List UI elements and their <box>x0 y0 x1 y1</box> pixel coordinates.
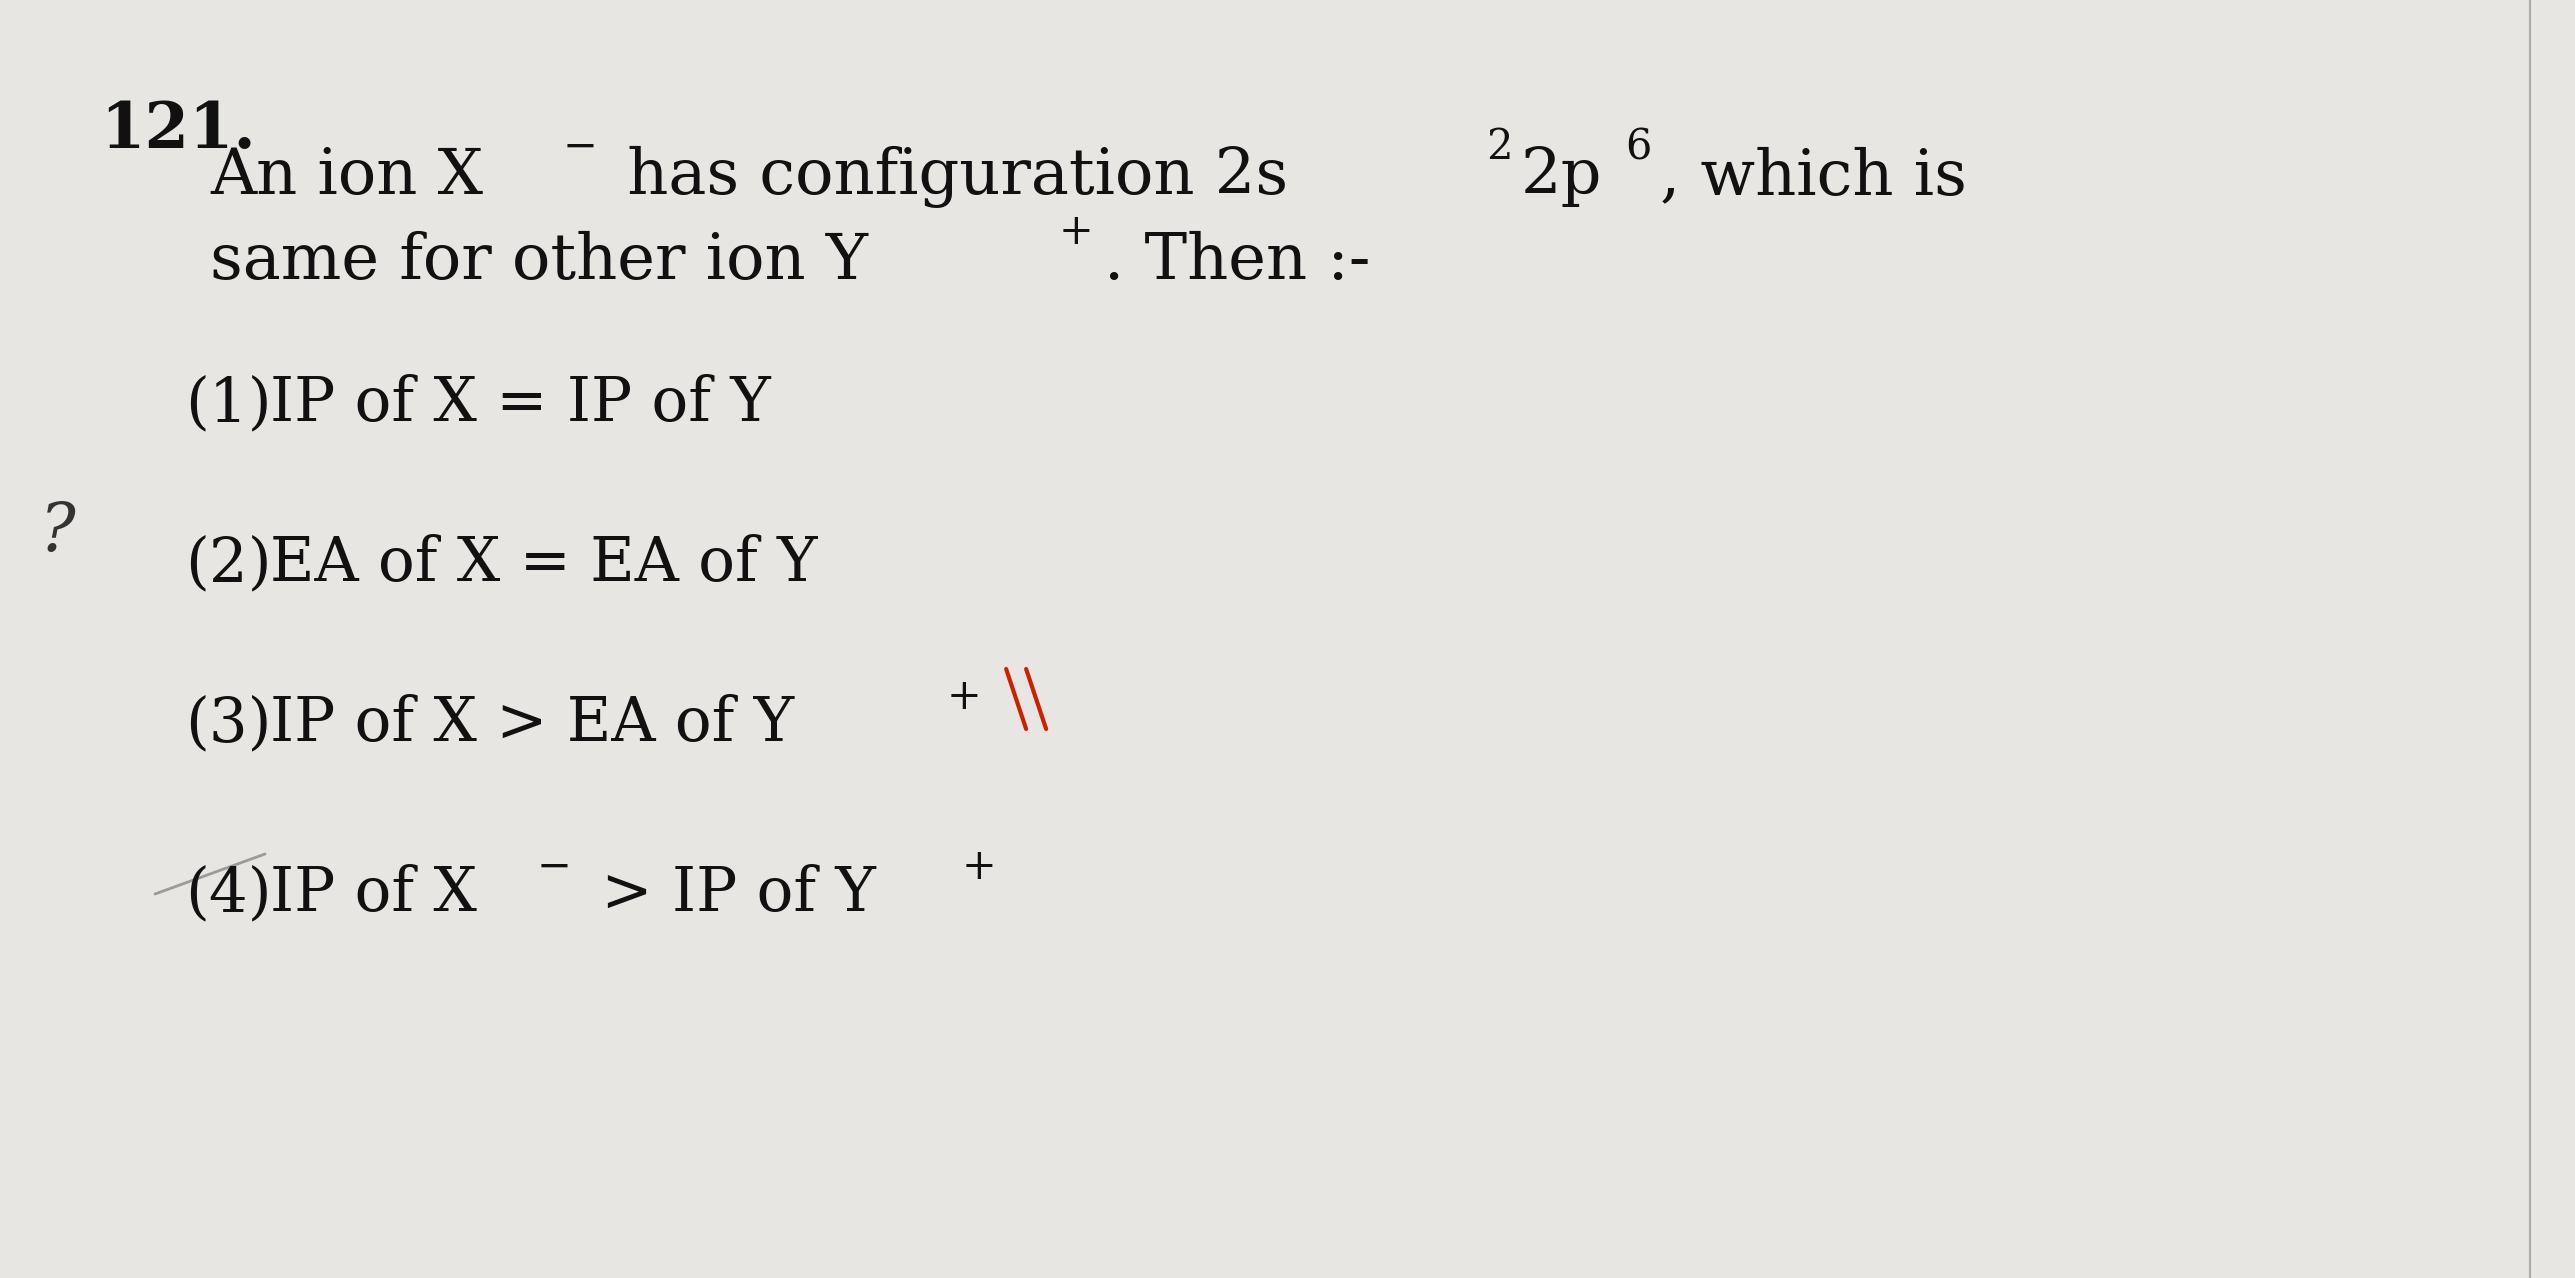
Text: IP of X = IP of Y: IP of X = IP of Y <box>270 374 770 435</box>
Text: 2p: 2p <box>1519 146 1602 207</box>
Text: An ion X: An ion X <box>211 146 484 207</box>
Text: +: + <box>945 676 981 718</box>
Text: (2): (2) <box>185 534 270 594</box>
Text: 121.: 121. <box>100 100 255 161</box>
Text: (4): (4) <box>185 864 270 924</box>
Text: −: − <box>561 127 597 167</box>
Text: −: − <box>538 846 572 888</box>
Text: has configuration 2s: has configuration 2s <box>608 146 1288 208</box>
Text: IP of X: IP of X <box>270 864 476 924</box>
Text: 6: 6 <box>1625 127 1653 167</box>
Text: 2: 2 <box>1486 127 1512 167</box>
Text: +: + <box>960 846 997 888</box>
Text: (1): (1) <box>185 374 270 435</box>
Text: ?: ? <box>41 500 75 565</box>
Text: +: + <box>1058 211 1094 253</box>
Text: EA of X = EA of Y: EA of X = EA of Y <box>270 534 816 594</box>
Text: (3): (3) <box>185 694 270 754</box>
Text: > IP of Y: > IP of Y <box>582 864 876 924</box>
Text: . Then :-: . Then :- <box>1105 231 1370 293</box>
Text: , which is: , which is <box>1661 146 1967 207</box>
Text: same for other ion Y: same for other ion Y <box>211 231 868 293</box>
Text: IP of X > EA of Y: IP of X > EA of Y <box>270 694 793 754</box>
